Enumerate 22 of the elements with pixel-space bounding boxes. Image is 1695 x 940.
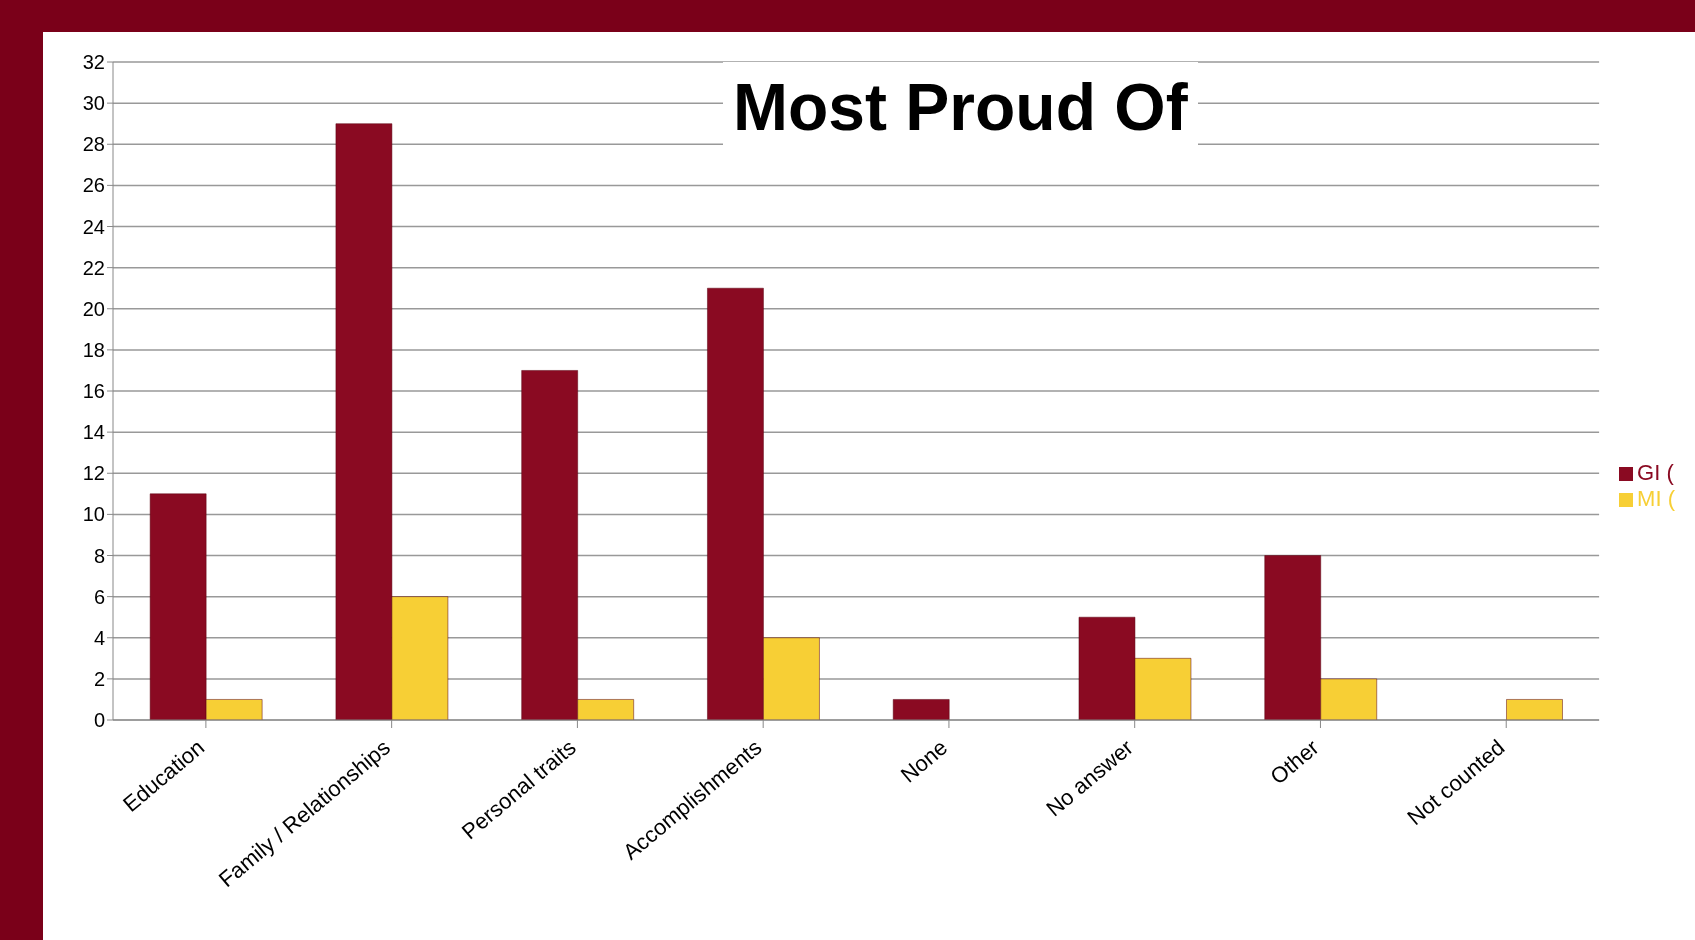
bar: [1506, 699, 1563, 720]
y-tick-label: 26: [82, 174, 105, 197]
y-tick-label: 22: [82, 256, 105, 279]
y-tick-label: 28: [82, 133, 105, 156]
y-tick-label: 24: [82, 215, 105, 238]
y-tick-label: 18: [82, 338, 105, 361]
y-tick-label: 2: [93, 667, 105, 690]
y-tick-label: 6: [93, 585, 105, 608]
legend-label: GI (: [1637, 460, 1674, 485]
y-tick-label: 30: [82, 92, 105, 115]
y-tick-label: 8: [93, 544, 105, 567]
y-tick-label: 32: [82, 51, 105, 74]
y-tick-label: 16: [82, 380, 105, 403]
y-tick-label: 14: [82, 421, 105, 444]
y-tick-label: 4: [93, 626, 105, 649]
legend-label: MI (: [1637, 486, 1675, 511]
y-tick-label: 10: [82, 503, 105, 526]
bar: [892, 699, 950, 720]
y-tick-label: 0: [93, 709, 105, 732]
y-tick-label: 12: [82, 462, 105, 485]
y-tick-label: 20: [82, 297, 105, 320]
chart-title: Most Proud Of: [723, 62, 1198, 152]
